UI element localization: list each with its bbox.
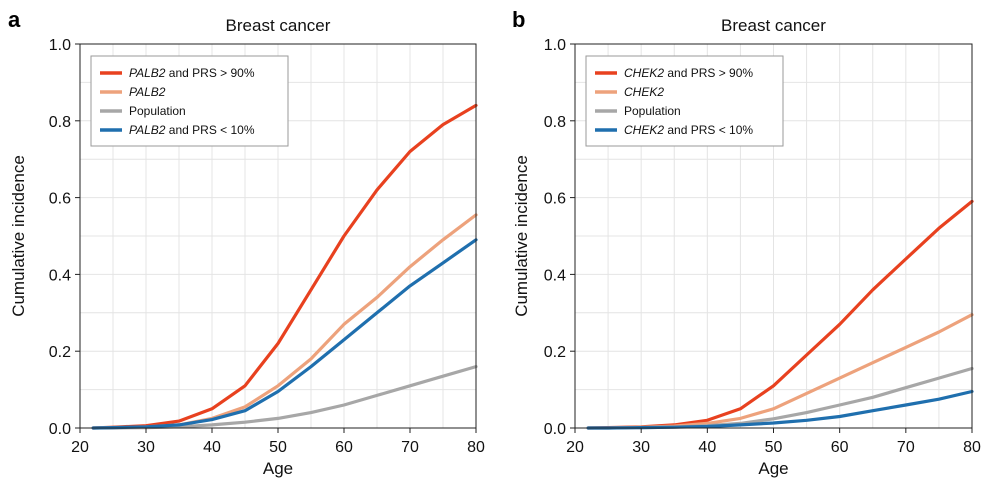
legend-label: PALB2	[129, 85, 166, 99]
legend-box	[585, 55, 784, 147]
chart-panel-b: 20 30 40 50 60 70 80 0.0 0.2 0.4 0.6 0.8 1.0 Breast c…	[512, 7, 981, 478]
series-line-1	[586, 199, 974, 430]
y-tick-label: 0.4	[49, 267, 71, 284]
y-tick-label: 0.6	[544, 191, 566, 208]
x-tick-label: 60	[335, 439, 353, 456]
legend: PALB2 and PRS > 90%PALB2PopulationPALB2 …	[90, 55, 289, 147]
series-line-2	[586, 313, 974, 430]
y-tick-label: 0.8	[544, 114, 566, 131]
legend-label-gene: CHEK2	[624, 85, 664, 99]
legend-label-rest: and PRS < 10%	[664, 123, 753, 137]
panel-letter: b	[512, 7, 525, 32]
y-tick-label: 0.6	[49, 191, 71, 208]
legend-label-rest: and PRS > 90%	[165, 66, 254, 80]
series-line-4	[91, 238, 478, 430]
y-tick-label: 0.0	[49, 421, 71, 438]
chart-title: Breast cancer	[226, 16, 331, 35]
legend-label: Population	[624, 104, 681, 118]
x-tick-label: 40	[203, 439, 221, 456]
x-tick-label: 20	[71, 439, 89, 456]
y-tick-label: 0.0	[544, 421, 566, 438]
series-line-4	[586, 389, 974, 430]
x-tick-label: 60	[831, 439, 849, 456]
x-tick-label: 80	[963, 439, 981, 456]
y-tick-label: 0.8	[49, 114, 71, 131]
y-tick-label: 0.2	[49, 344, 71, 361]
series-lines	[91, 103, 478, 430]
legend-label: Population	[129, 104, 186, 118]
series-line-3	[586, 366, 974, 430]
legend-label: CHEK2	[624, 85, 664, 99]
legend-label-rest: and PRS < 10%	[165, 123, 254, 137]
chart-title: Breast cancer	[721, 16, 826, 35]
y-axis-label: Cumulative incidence	[512, 155, 531, 317]
legend-label: CHEK2 and PRS > 90%	[624, 66, 753, 80]
x-tick-label: 50	[269, 439, 287, 456]
x-tick-label: 70	[897, 439, 915, 456]
series-line-3	[91, 365, 478, 430]
x-axis-label: Age	[263, 459, 293, 478]
x-tick-label: 50	[765, 439, 783, 456]
y-axis-label: Cumulative incidence	[9, 155, 28, 317]
legend-label-rest: and PRS > 90%	[664, 66, 753, 80]
y-tick-label: 0.2	[544, 344, 566, 361]
legend: CHEK2 and PRS > 90%CHEK2PopulationCHEK2 …	[585, 55, 784, 147]
x-tick-label: 30	[632, 439, 650, 456]
x-tick-label: 70	[401, 439, 419, 456]
series-lines	[586, 199, 974, 430]
y-tick-label: 0.4	[544, 267, 566, 284]
legend-label: PALB2 and PRS < 10%	[129, 123, 255, 137]
legend-label-gene: PALB2	[129, 123, 166, 137]
legend-label-rest: Population	[624, 104, 681, 118]
x-tick-label: 40	[698, 439, 716, 456]
legend-label-gene: PALB2	[129, 66, 166, 80]
x-tick-label: 30	[137, 439, 155, 456]
y-tick-label: 1.0	[49, 37, 71, 54]
series-line-2	[91, 213, 478, 430]
legend-label: CHEK2 and PRS < 10%	[624, 123, 753, 137]
legend-label-gene: CHEK2	[624, 66, 664, 80]
legend-box	[90, 55, 289, 147]
legend-label-rest: Population	[129, 104, 186, 118]
x-axis-label: Age	[758, 459, 788, 478]
legend-label-gene: PALB2	[129, 85, 166, 99]
x-tick-label: 80	[467, 439, 485, 456]
panel-letter: a	[8, 7, 21, 32]
legend-label: PALB2 and PRS > 90%	[129, 66, 255, 80]
x-tick-label: 20	[566, 439, 584, 456]
legend-label-gene: CHEK2	[624, 123, 664, 137]
chart-panel-a: 20 30 40 50 60 70 80 0.0 0.2 0.4 0.6 0.8 1.0 Breast c…	[8, 7, 485, 478]
y-tick-label: 1.0	[544, 37, 566, 54]
